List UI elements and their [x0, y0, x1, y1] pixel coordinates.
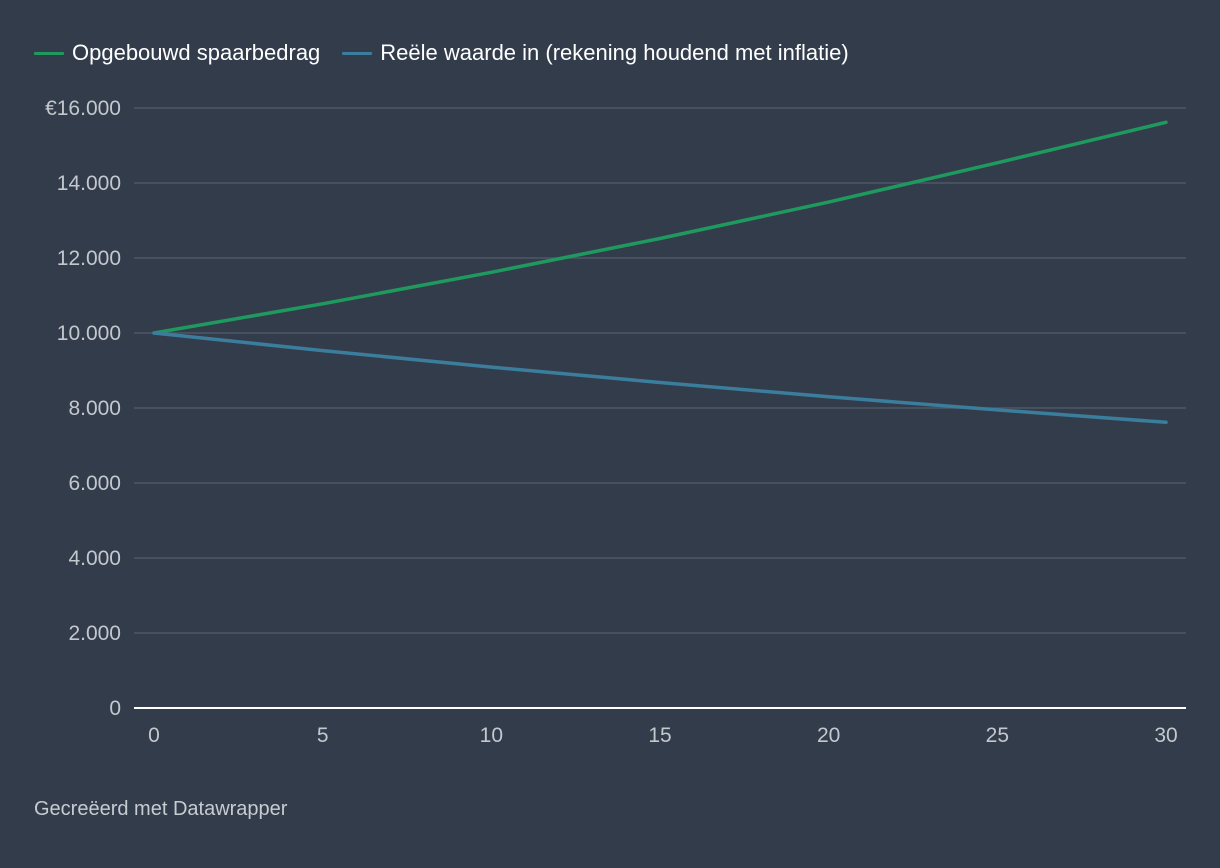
y-tick-label: 8.000	[68, 397, 121, 420]
y-tick-label: 4.000	[68, 547, 121, 570]
y-tick-label: 2.000	[68, 622, 121, 645]
legend-swatch-green	[34, 51, 64, 55]
legend: Opgebouwd spaarbedrag Reële waarde in (r…	[34, 38, 849, 68]
y-tick-label: 12.000	[57, 247, 121, 270]
x-tick-label: 30	[1154, 724, 1177, 747]
x-tick-label: 20	[817, 724, 840, 747]
x-tick-label: 5	[317, 724, 329, 747]
footer-credit: Gecreëerd met Datawrapper	[34, 798, 288, 820]
x-tick-label: 15	[648, 724, 671, 747]
legend-label-opgebouwd: Opgebouwd spaarbedrag	[72, 40, 321, 65]
y-tick-label: 6.000	[68, 472, 121, 495]
y-tick-label: 14.000	[57, 172, 121, 195]
legend-item-reele-waarde: Reële waarde in (rekening houdend met in…	[342, 40, 849, 66]
legend-swatch-blue	[342, 51, 373, 55]
x-tick-label: 0	[148, 724, 160, 747]
y-tick-label: €16.000	[45, 97, 121, 120]
x-tick-label: 10	[480, 724, 503, 747]
y-tick-label: 10.000	[57, 322, 121, 345]
y-tick-label: 0	[109, 697, 121, 720]
series-line-opgebouwd	[152, 120, 1168, 335]
series-line-reele-waarde	[152, 331, 1168, 425]
legend-item-opgebouwd: Opgebouwd spaarbedrag	[34, 40, 320, 66]
x-tick-label: 25	[986, 724, 1009, 747]
legend-label-reele-waarde: Reële waarde in (rekening houdend met in…	[380, 40, 849, 65]
